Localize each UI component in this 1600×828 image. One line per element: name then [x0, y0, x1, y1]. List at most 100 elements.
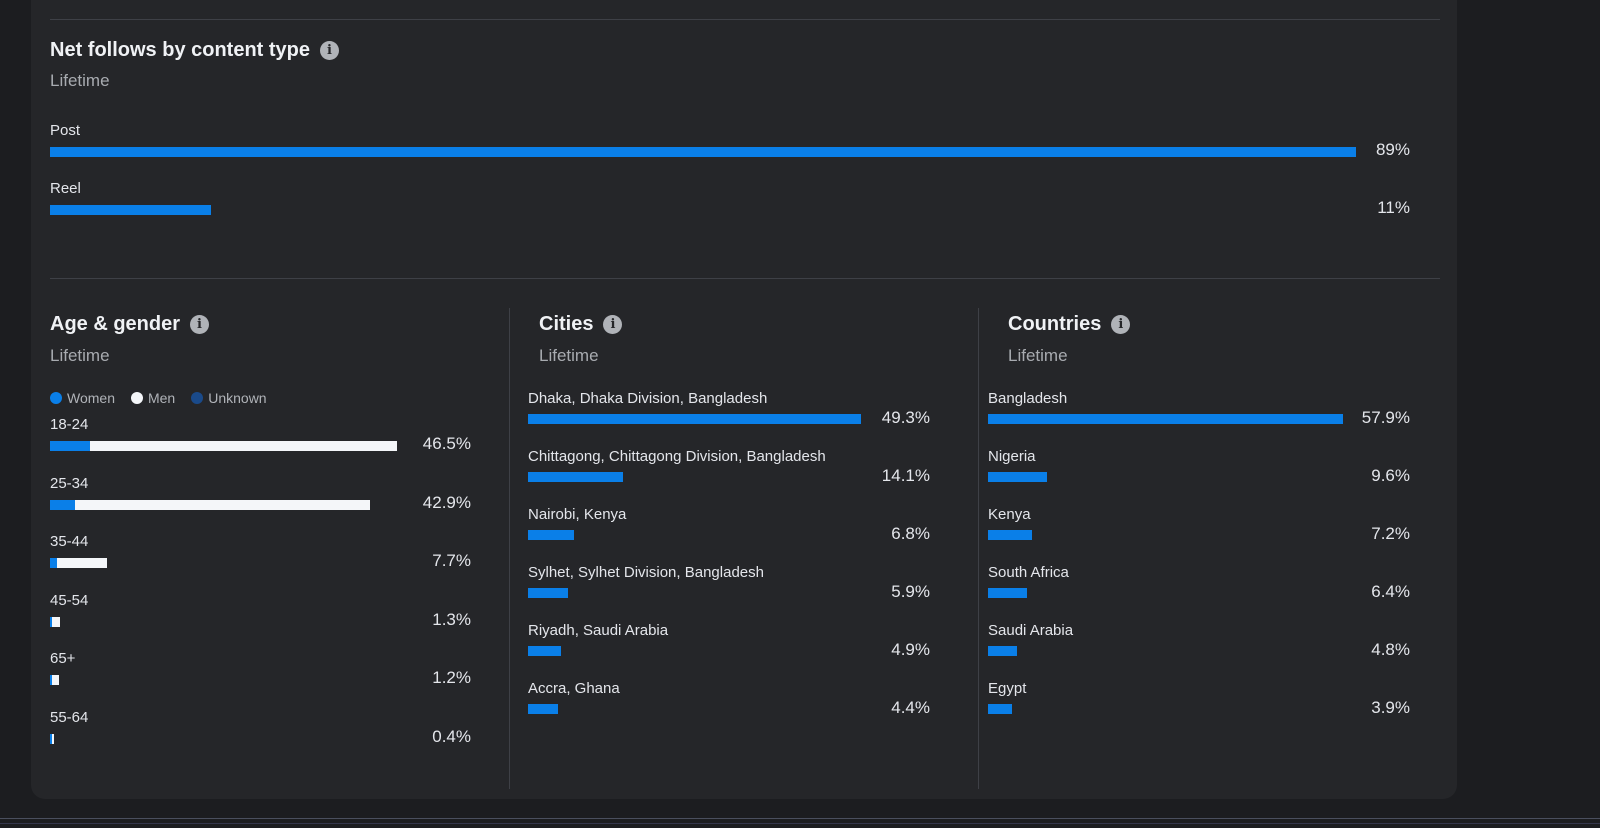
age-bar: [50, 733, 54, 744]
city-label: Accra, Ghana: [528, 680, 620, 697]
cities-title-text: Cities: [539, 313, 594, 335]
age-range-label: 55-64: [50, 708, 89, 726]
bottom-border: [0, 818, 1600, 819]
age-bar: [50, 441, 397, 451]
women-segment: [50, 558, 57, 568]
men-segment: [56, 558, 108, 568]
women-dot-icon: [50, 392, 62, 404]
country-label: Kenya: [988, 506, 1031, 523]
country-bar: [988, 530, 1033, 540]
age-bar: [50, 499, 371, 510]
city-label: Sylhet, Sylhet Division, Bangladesh: [528, 564, 764, 581]
country-bar: [988, 646, 1018, 656]
country-bar: [988, 472, 1047, 482]
legend-unknown: Unknown: [191, 390, 267, 406]
info-icon[interactable]: i: [190, 315, 210, 334]
content-type-title-text: Net follows by content type: [50, 39, 311, 61]
age-range-label: 45-54: [50, 591, 89, 609]
women-segment: [50, 616, 53, 627]
age-gender-title-text: Age & gender: [50, 313, 181, 335]
city-bar: [528, 530, 574, 540]
city-bar: [528, 646, 562, 656]
city-bar: [528, 414, 861, 424]
city-pct: 14.1%: [881, 466, 930, 485]
content-type-bar: [50, 147, 1356, 157]
content-type-subtitle: Lifetime: [50, 71, 110, 90]
men-segment: [52, 733, 54, 744]
age-pct: 1.2%: [432, 668, 471, 687]
content-type-bar: [50, 205, 212, 215]
country-label: Bangladesh: [988, 390, 1068, 407]
men-segment: [52, 616, 60, 627]
legend-unknown-label: Unknown: [208, 390, 267, 406]
city-pct: 4.4%: [891, 698, 930, 717]
info-icon[interactable]: i: [320, 41, 340, 60]
top-divider: [50, 19, 1440, 20]
country-bar: [988, 414, 1343, 424]
content-type-label: Reel: [50, 180, 81, 197]
country-pct: 6.4%: [1371, 582, 1410, 601]
men-segment: [75, 499, 371, 510]
legend-women-label: Women: [67, 390, 115, 406]
men-segment: [90, 441, 397, 451]
women-segment: [50, 675, 52, 685]
men-dot-icon: [130, 392, 143, 404]
women-segment: [50, 441, 91, 451]
age-bar: [50, 616, 60, 627]
women-segment: [50, 499, 76, 510]
age-pct: 42.9%: [422, 492, 471, 512]
men-segment: [52, 675, 60, 685]
city-bar: [528, 704, 558, 714]
age-gender-subtitle: Lifetime: [50, 346, 110, 365]
info-icon[interactable]: i: [603, 315, 623, 334]
legend-men: Men: [130, 390, 175, 406]
bottom-border: [0, 823, 1600, 824]
country-pct: 57.9%: [1361, 408, 1410, 427]
age-pct: 0.4%: [432, 726, 471, 746]
city-label: Riyadh, Saudi Arabia: [528, 622, 669, 639]
content-type-pct: 11%: [1377, 198, 1410, 217]
cities-title: Cities i: [539, 313, 623, 336]
age-range-label: 25-34: [50, 474, 89, 492]
age-pct: 1.3%: [432, 609, 471, 629]
city-bar: [528, 588, 568, 598]
age-range-label: 65+: [50, 650, 76, 667]
cities-subtitle: Lifetime: [539, 346, 599, 365]
city-label: Chittagong, Chittagong Division, Banglad…: [528, 448, 826, 465]
city-label: Nairobi, Kenya: [528, 506, 627, 523]
age-bar: [50, 558, 108, 568]
column-separator: [978, 308, 979, 789]
column-separator: [509, 308, 510, 789]
countries-title-text: Countries: [1008, 313, 1102, 335]
country-label: Saudi Arabia: [988, 622, 1074, 639]
countries-subtitle: Lifetime: [1008, 346, 1068, 365]
city-pct: 5.9%: [891, 582, 930, 601]
women-segment: [50, 733, 52, 744]
city-pct: 49.3%: [881, 408, 930, 427]
country-pct: 3.9%: [1371, 698, 1410, 717]
city-bar: [528, 472, 624, 482]
country-pct: 7.2%: [1371, 524, 1410, 543]
country-label: Nigeria: [988, 448, 1036, 465]
content-type-label: Post: [50, 122, 81, 139]
age-gender-legend: Women Men Unknown: [50, 390, 267, 406]
age-bar: [50, 675, 60, 685]
country-bar: [988, 588, 1028, 598]
legend-women: Women: [50, 390, 115, 406]
content-type-title: Net follows by content type i: [50, 39, 340, 62]
age-range-label: 18-24: [50, 416, 89, 433]
middle-divider: [50, 278, 1440, 279]
country-bar: [988, 704, 1012, 714]
unknown-dot-icon: [191, 392, 204, 404]
info-icon[interactable]: i: [1111, 315, 1131, 334]
insights-card: Net follows by content type i Lifetime P…: [31, 0, 1457, 799]
age-gender-title: Age & gender i: [50, 313, 210, 336]
country-pct: 9.6%: [1371, 466, 1410, 485]
age-range-label: 35-44: [50, 533, 89, 550]
country-label: Egypt: [988, 680, 1027, 697]
content-type-pct: 89%: [1375, 140, 1410, 159]
country-label: South Africa: [988, 564, 1069, 581]
country-pct: 4.8%: [1371, 640, 1410, 659]
city-pct: 4.9%: [891, 640, 930, 659]
countries-title: Countries i: [1008, 313, 1131, 336]
